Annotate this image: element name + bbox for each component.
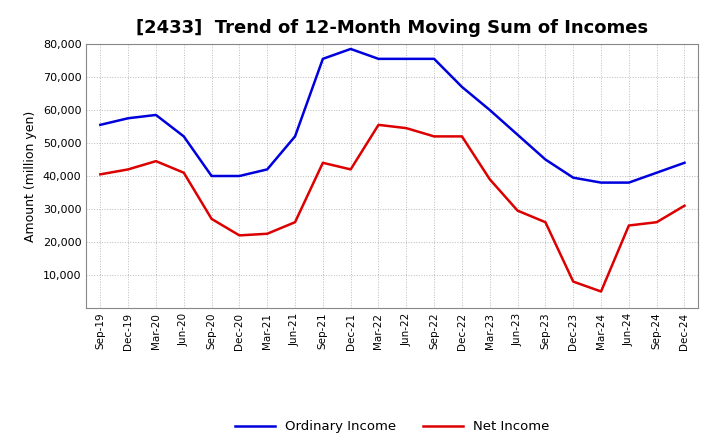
Legend: Ordinary Income, Net Income: Ordinary Income, Net Income — [230, 415, 555, 439]
Ordinary Income — [235, 173, 243, 179]
Net Income — [207, 216, 216, 221]
Ordinary Income — [374, 56, 383, 62]
Ordinary Income — [346, 46, 355, 51]
Ordinary Income — [402, 56, 410, 62]
Ordinary Income — [207, 173, 216, 179]
Line: Ordinary Income: Ordinary Income — [100, 49, 685, 183]
Net Income — [179, 170, 188, 175]
Y-axis label: Amount (million yen): Amount (million yen) — [24, 110, 37, 242]
Ordinary Income — [96, 122, 104, 128]
Ordinary Income — [652, 170, 661, 175]
Net Income — [541, 220, 550, 225]
Net Income — [597, 289, 606, 294]
Net Income — [346, 167, 355, 172]
Net Income — [485, 176, 494, 182]
Ordinary Income — [541, 157, 550, 162]
Net Income — [374, 122, 383, 128]
Net Income — [680, 203, 689, 209]
Ordinary Income — [291, 134, 300, 139]
Net Income — [152, 158, 161, 164]
Net Income — [458, 134, 467, 139]
Net Income — [624, 223, 633, 228]
Ordinary Income — [513, 132, 522, 137]
Line: Net Income: Net Income — [100, 125, 685, 292]
Net Income — [513, 208, 522, 213]
Net Income — [569, 279, 577, 284]
Net Income — [402, 125, 410, 131]
Ordinary Income — [124, 116, 132, 121]
Net Income — [430, 134, 438, 139]
Net Income — [263, 231, 271, 236]
Ordinary Income — [318, 56, 327, 62]
Ordinary Income — [485, 107, 494, 113]
Ordinary Income — [152, 112, 161, 117]
Ordinary Income — [179, 134, 188, 139]
Net Income — [96, 172, 104, 177]
Ordinary Income — [624, 180, 633, 185]
Ordinary Income — [569, 175, 577, 180]
Net Income — [235, 233, 243, 238]
Net Income — [652, 220, 661, 225]
Net Income — [291, 220, 300, 225]
Title: [2433]  Trend of 12-Month Moving Sum of Incomes: [2433] Trend of 12-Month Moving Sum of I… — [136, 19, 649, 37]
Ordinary Income — [263, 167, 271, 172]
Net Income — [318, 160, 327, 165]
Ordinary Income — [597, 180, 606, 185]
Net Income — [124, 167, 132, 172]
Ordinary Income — [458, 84, 467, 90]
Ordinary Income — [430, 56, 438, 62]
Ordinary Income — [680, 160, 689, 165]
